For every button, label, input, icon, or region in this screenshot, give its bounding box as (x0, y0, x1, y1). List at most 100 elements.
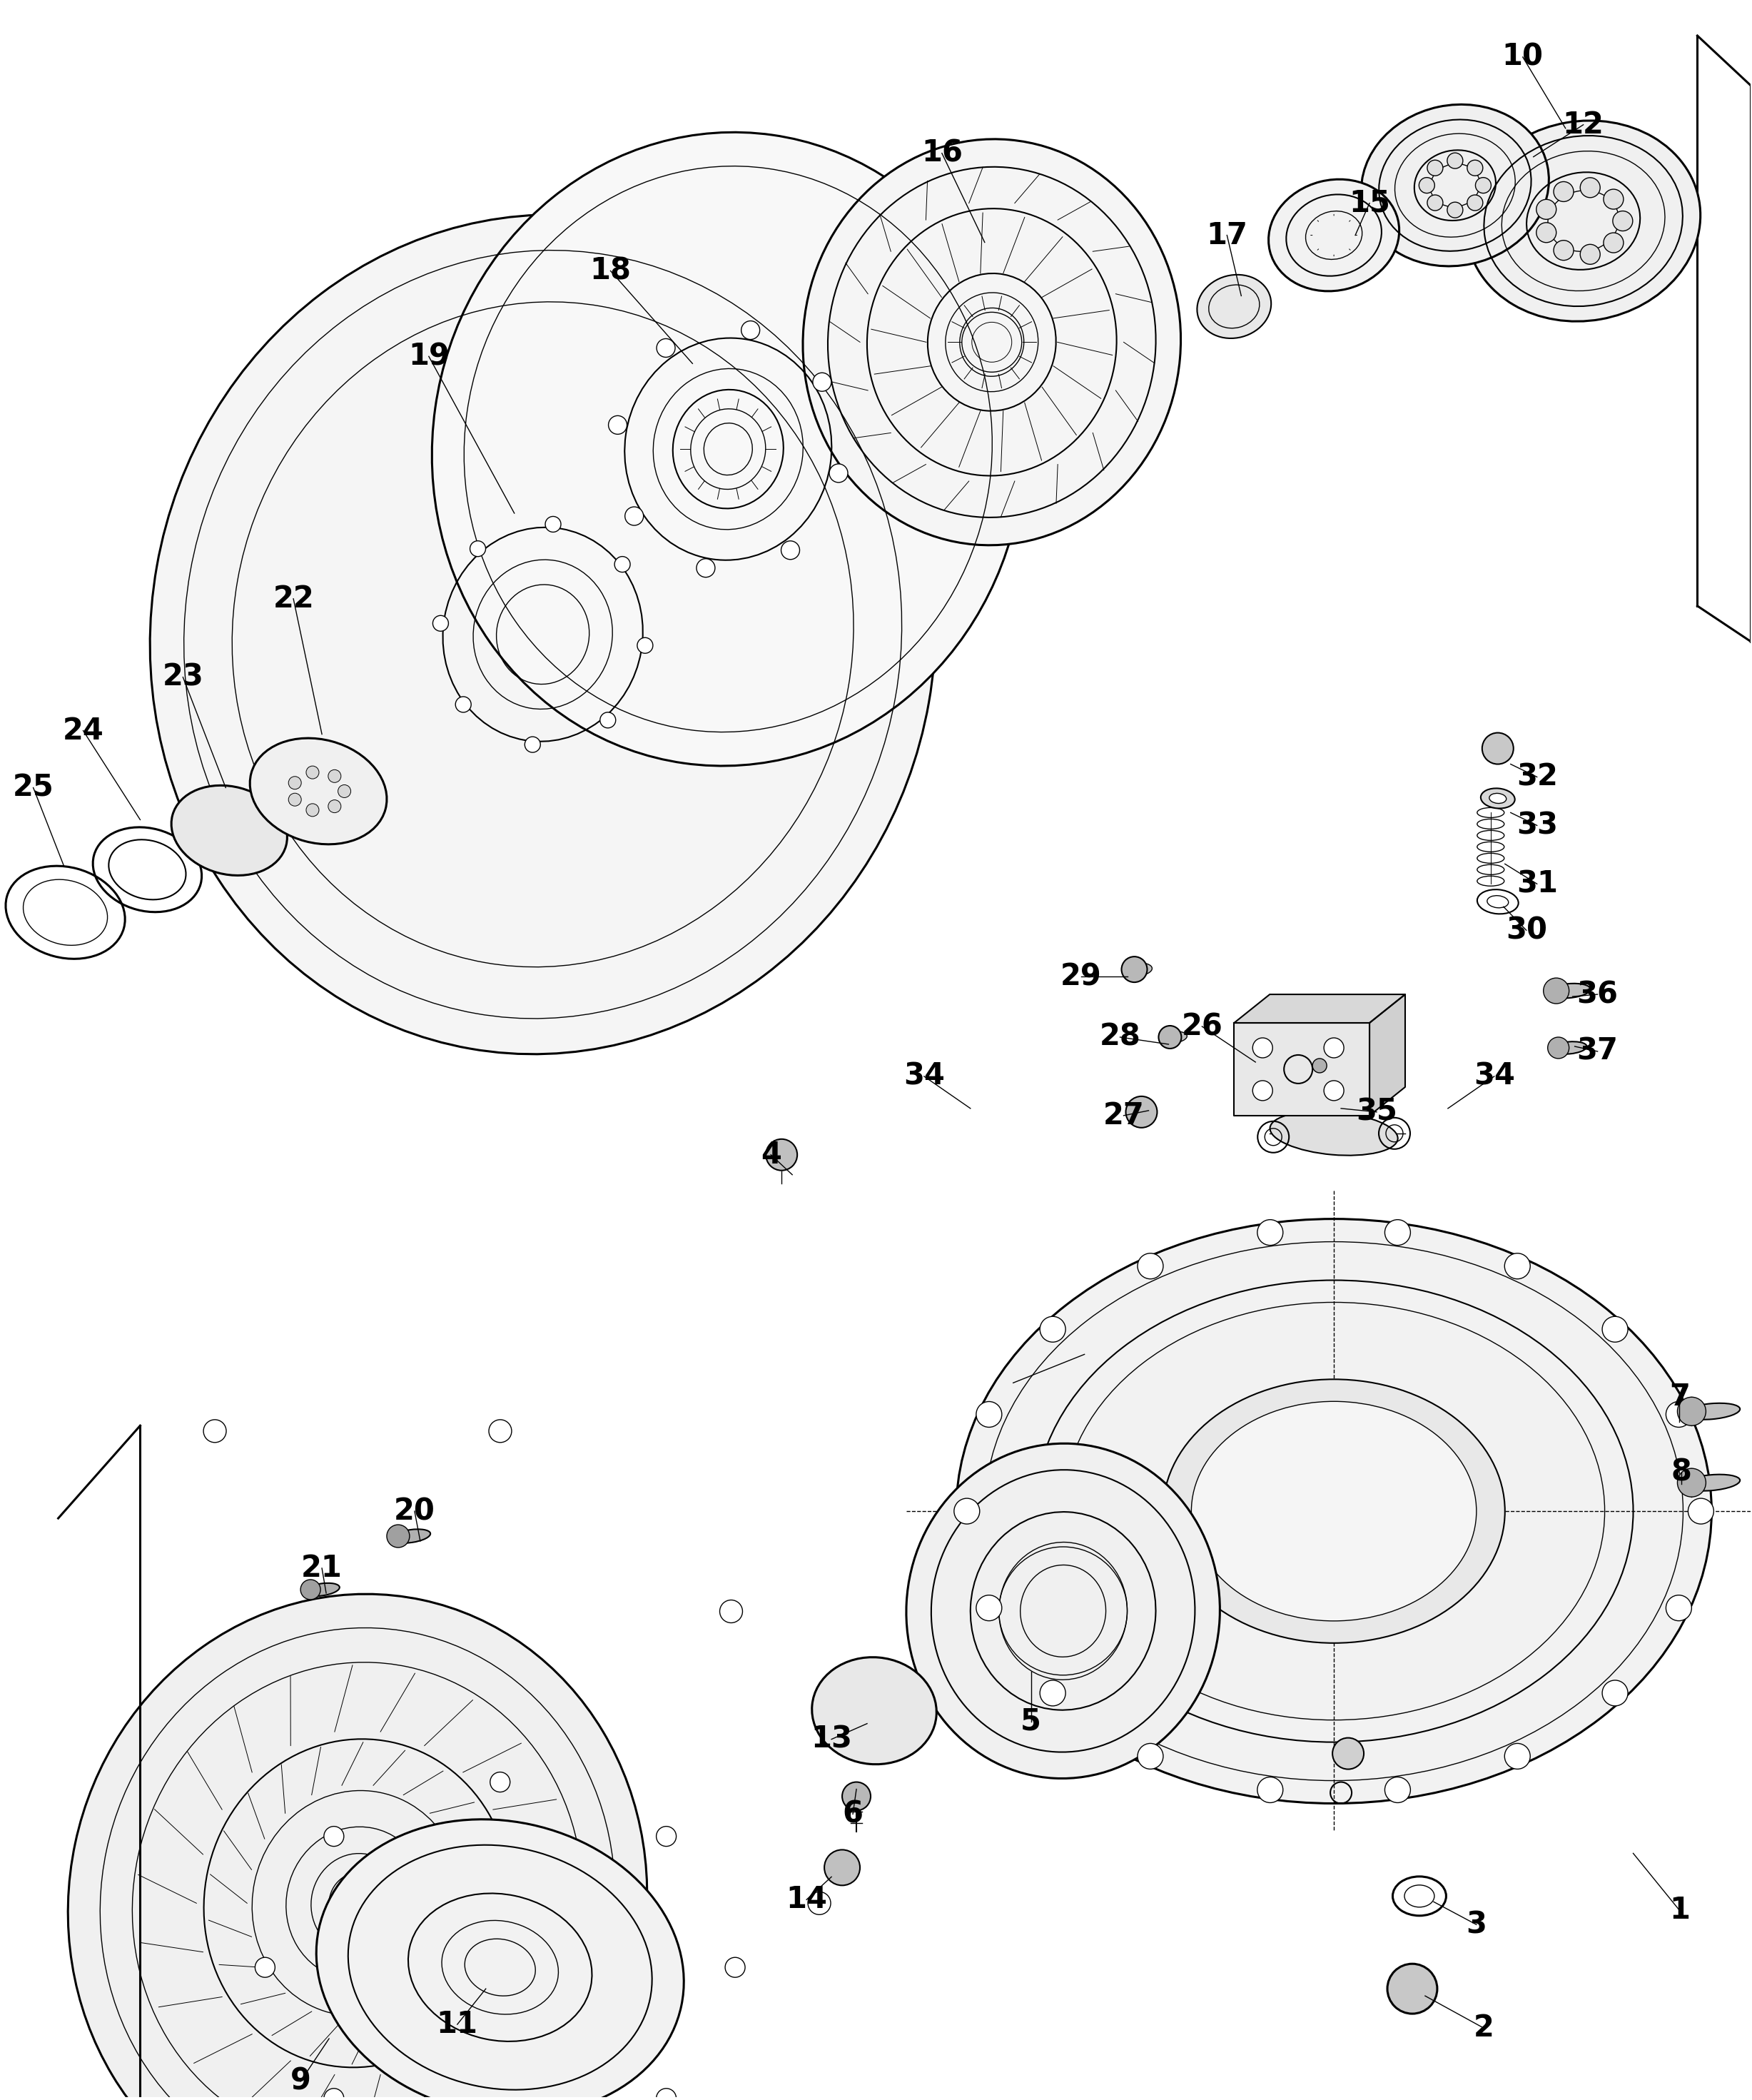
Circle shape (1388, 1964, 1437, 2014)
Text: 21: 21 (301, 1554, 343, 1583)
Polygon shape (1233, 995, 1405, 1023)
Circle shape (1603, 233, 1624, 252)
Circle shape (1614, 210, 1633, 231)
Circle shape (1253, 1082, 1272, 1100)
Circle shape (1537, 223, 1556, 242)
Text: 10: 10 (1501, 42, 1544, 71)
Circle shape (657, 2087, 676, 2100)
Circle shape (638, 638, 653, 653)
Ellipse shape (151, 214, 936, 1054)
Circle shape (725, 1957, 745, 1978)
Circle shape (1666, 1401, 1692, 1428)
Text: 34: 34 (904, 1060, 944, 1092)
Circle shape (697, 559, 715, 578)
Text: 17: 17 (1207, 220, 1247, 250)
Circle shape (615, 556, 631, 571)
Circle shape (625, 506, 643, 525)
Ellipse shape (1191, 1401, 1477, 1621)
Text: 1: 1 (1670, 1896, 1691, 1926)
Circle shape (1041, 1317, 1065, 1342)
Circle shape (1689, 1497, 1713, 1525)
Circle shape (1121, 958, 1148, 983)
Circle shape (955, 1497, 979, 1525)
Text: 23: 23 (163, 662, 203, 693)
Ellipse shape (433, 132, 1025, 766)
Circle shape (1258, 1777, 1282, 1802)
Circle shape (1428, 160, 1444, 176)
Text: 6: 6 (843, 1800, 864, 1829)
Text: 20: 20 (394, 1495, 434, 1527)
Circle shape (1544, 979, 1570, 1004)
Circle shape (1677, 1397, 1706, 1426)
Ellipse shape (391, 1529, 431, 1544)
Circle shape (1312, 1058, 1326, 1073)
Ellipse shape (1160, 1031, 1188, 1044)
Text: 2: 2 (1473, 2014, 1494, 2043)
Circle shape (829, 464, 848, 483)
Text: 26: 26 (1181, 1012, 1223, 1042)
Circle shape (657, 338, 675, 357)
Circle shape (307, 766, 319, 779)
Circle shape (1041, 1680, 1065, 1705)
Circle shape (433, 615, 449, 632)
Circle shape (1475, 179, 1491, 193)
Text: 25: 25 (12, 773, 54, 802)
Circle shape (1466, 160, 1482, 176)
Text: 33: 33 (1515, 811, 1558, 840)
Circle shape (470, 542, 485, 557)
Circle shape (808, 1892, 830, 1915)
Ellipse shape (1466, 120, 1701, 321)
Circle shape (1384, 1220, 1410, 1245)
Circle shape (1537, 200, 1556, 218)
Circle shape (1603, 1680, 1628, 1705)
Text: 22: 22 (273, 584, 314, 613)
Text: 32: 32 (1515, 762, 1558, 792)
Text: 4: 4 (760, 1140, 781, 1170)
Ellipse shape (1268, 179, 1400, 292)
Circle shape (1554, 239, 1573, 260)
Circle shape (1127, 1096, 1156, 1128)
Circle shape (1325, 1082, 1344, 1100)
Circle shape (203, 1420, 226, 1443)
Text: 13: 13 (811, 1724, 851, 1754)
Ellipse shape (317, 1819, 683, 2100)
Circle shape (387, 1525, 410, 1548)
Ellipse shape (305, 1583, 340, 1596)
Ellipse shape (811, 1657, 937, 1764)
Circle shape (1466, 195, 1482, 210)
Text: 31: 31 (1515, 869, 1558, 899)
Text: 24: 24 (63, 716, 103, 745)
Circle shape (1253, 1037, 1272, 1058)
Circle shape (1554, 183, 1573, 202)
Ellipse shape (1684, 1403, 1740, 1420)
Circle shape (976, 1401, 1002, 1428)
Ellipse shape (802, 139, 1181, 546)
Ellipse shape (1123, 964, 1153, 977)
Text: 3: 3 (1466, 1909, 1487, 1940)
Circle shape (1333, 1739, 1363, 1768)
Ellipse shape (1684, 1474, 1740, 1491)
Circle shape (1447, 153, 1463, 168)
Text: 19: 19 (408, 342, 450, 372)
Circle shape (1482, 733, 1514, 764)
Circle shape (526, 737, 540, 752)
Text: 16: 16 (922, 139, 962, 168)
Circle shape (324, 2087, 343, 2100)
Circle shape (328, 771, 342, 783)
Text: 11: 11 (436, 2010, 478, 2039)
Circle shape (289, 794, 301, 806)
Circle shape (766, 1138, 797, 1170)
Text: 14: 14 (787, 1884, 827, 1915)
Ellipse shape (957, 1218, 1712, 1804)
Text: 15: 15 (1349, 189, 1389, 218)
Circle shape (456, 697, 471, 712)
Circle shape (657, 1827, 676, 1846)
Text: 35: 35 (1356, 1096, 1398, 1128)
Text: 30: 30 (1505, 916, 1547, 945)
Text: 12: 12 (1563, 109, 1605, 141)
Ellipse shape (1480, 788, 1515, 809)
Circle shape (1384, 1777, 1410, 1802)
Circle shape (289, 777, 301, 790)
Circle shape (1580, 179, 1600, 197)
Circle shape (1137, 1743, 1163, 1768)
